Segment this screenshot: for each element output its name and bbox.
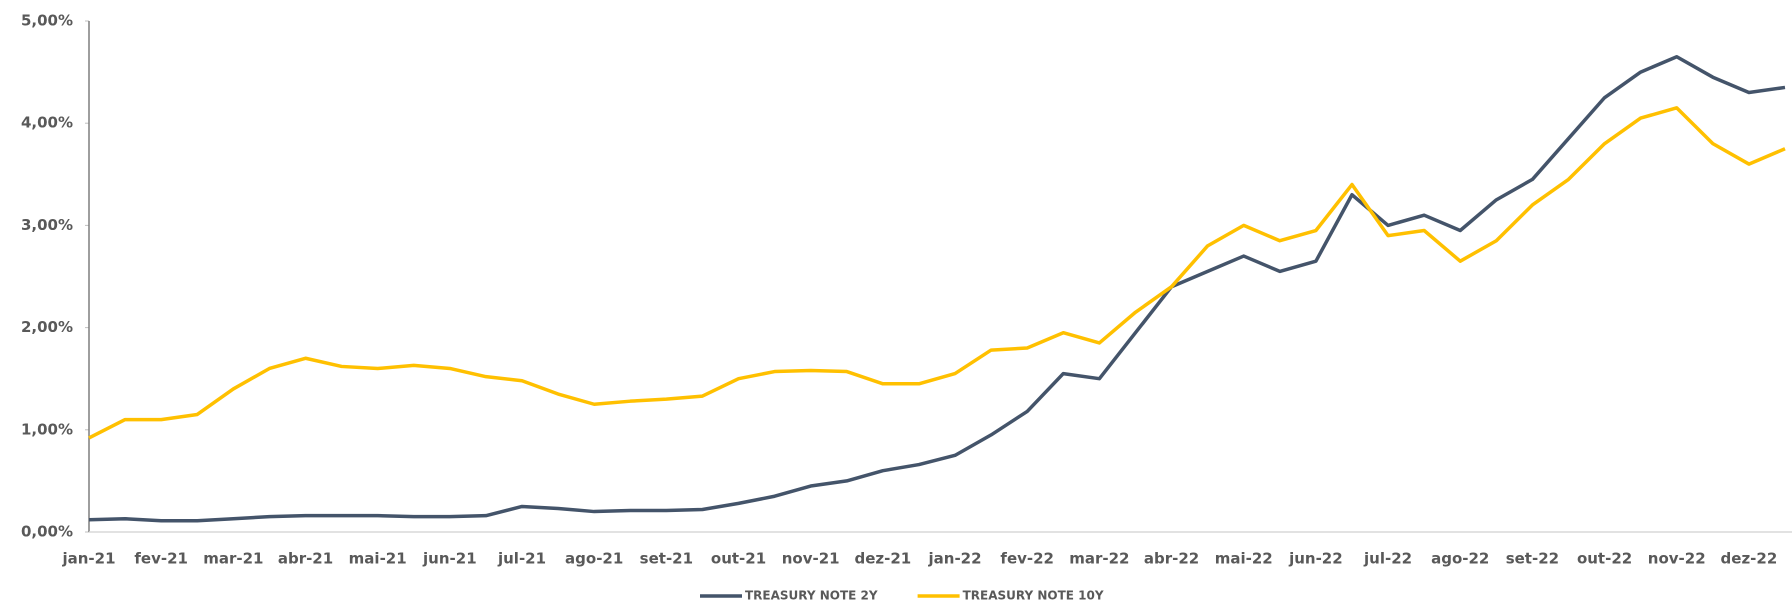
x-tick-label: out-22 xyxy=(1577,550,1632,568)
x-tick-label: abr-21 xyxy=(278,550,333,568)
x-tick-label: jan-22 xyxy=(928,550,982,568)
legend-label: TREASURY NOTE 2Y xyxy=(745,589,878,603)
x-tick-label: jan-21 xyxy=(61,550,115,568)
line-series xyxy=(88,106,1786,440)
y-tick-label: 5,00% xyxy=(21,12,73,30)
y-tick-label: 3,00% xyxy=(21,216,73,234)
x-tick-label: ago-21 xyxy=(565,550,623,568)
y-tick-label: 1,00% xyxy=(21,420,73,438)
x-tick-label: fev-22 xyxy=(1000,550,1054,568)
x-tick-label: fev-21 xyxy=(134,550,188,568)
x-tick-label: jul-22 xyxy=(1363,550,1412,568)
x-tick-label: nov-21 xyxy=(782,550,840,568)
x-tick-label: jul-21 xyxy=(497,550,546,568)
x-tick-label: nov-22 xyxy=(1648,550,1706,568)
legend-label: TREASURY NOTE 10Y xyxy=(963,589,1104,603)
x-tick-label: mai-22 xyxy=(1215,550,1273,568)
x-tick-label: mai-21 xyxy=(349,550,407,568)
x-tick-label: set-22 xyxy=(1506,550,1559,568)
y-tick-label: 4,00% xyxy=(21,114,73,132)
x-tick-label: mar-21 xyxy=(203,550,263,568)
x-tick-label: abr-22 xyxy=(1144,550,1199,568)
x-tick-label: dez-22 xyxy=(1721,550,1778,568)
x-tick-label: jun-21 xyxy=(422,550,477,568)
x-tick-label: dez-21 xyxy=(854,550,911,568)
x-tick-label: set-21 xyxy=(640,550,693,568)
x-tick-label: jun-22 xyxy=(1288,550,1343,568)
y-tick-label: 0,00% xyxy=(21,523,73,541)
y-tick-label: 2,00% xyxy=(21,318,73,336)
line-series xyxy=(88,55,1786,523)
x-tick-label: ago-22 xyxy=(1431,550,1489,568)
x-tick-label: mar-22 xyxy=(1069,550,1129,568)
x-tick-label: out-21 xyxy=(711,550,766,568)
